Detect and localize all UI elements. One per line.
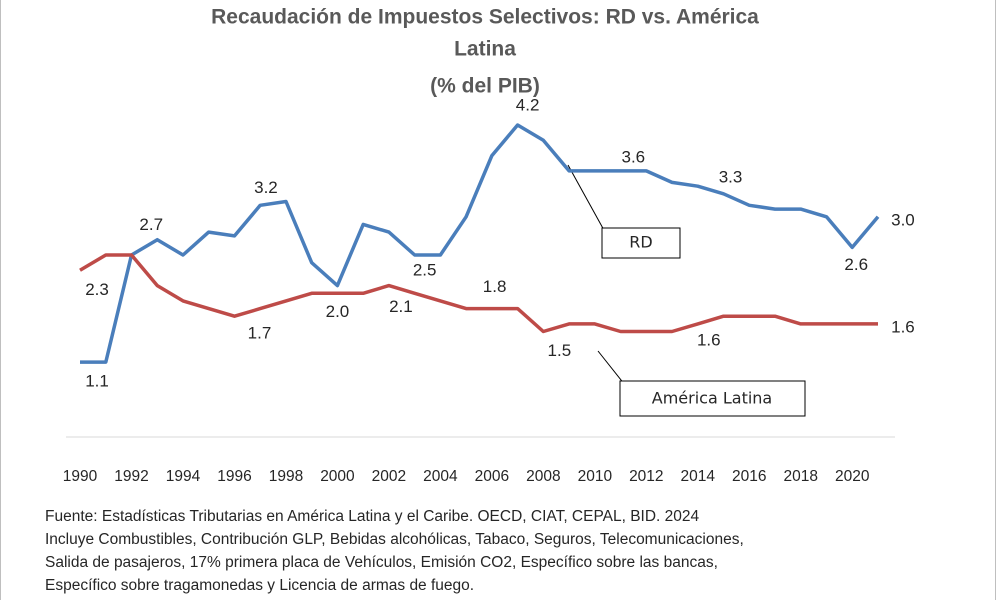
data-label: 3.3 [719,167,743,186]
footnote: Salida de pasajeros, 17% primera placa d… [45,554,718,571]
x-tick-label: 2020 [835,468,870,485]
data-label: 1.6 [697,330,721,349]
data-label: 3.0 [891,210,915,229]
data-label: 1.6 [891,317,915,336]
x-tick-label: 2004 [423,468,458,485]
data-label: 2.1 [389,297,413,316]
x-tick-label: 2018 [784,468,818,485]
x-tick-label: 1998 [269,468,303,485]
x-tick-label: 2008 [526,468,560,485]
data-label: 2.7 [139,215,163,234]
leader-line [567,164,606,233]
x-tick-label: 1990 [63,468,98,485]
series-line [80,123,880,364]
x-tick-label: 1996 [217,468,251,485]
x-tick-label: 1994 [166,468,201,485]
leader-line [597,350,626,386]
data-label: 3.2 [254,178,278,197]
data-label: 2.5 [413,261,437,280]
x-tick-label: 2012 [629,468,663,485]
data-label: 1.1 [85,372,109,391]
data-label: 3.6 [621,147,645,166]
chart-title: (% del PIB) [430,75,540,98]
x-tick-label: 2006 [475,468,509,485]
legend-label: América Latina [652,389,772,408]
x-tick-label: 2010 [578,468,613,485]
x-tick-label: 2014 [681,468,716,485]
data-label: 2.6 [844,255,868,274]
x-tick-label: 2002 [372,468,406,485]
data-label: 4.2 [516,95,540,114]
footnote: Incluye Combustibles, Contribución GLP, … [45,531,744,548]
data-label: 1.8 [483,277,507,296]
data-label: 1.7 [248,324,272,343]
x-tick-label: 2000 [320,468,355,485]
series-line [79,253,878,334]
x-tick-label: 2016 [732,468,766,485]
data-label: 2.3 [85,280,109,299]
chart-title: Recaudación de Impuestos Selectivos: RD … [211,6,759,29]
data-label: 2.0 [326,302,350,321]
footnote: Fuente: Estadísticas Tributarias en Amér… [45,508,700,525]
annotation-box [601,227,681,259]
legend-label: RD [629,233,652,252]
annotation-box [619,380,806,417]
chart-title: Latina [454,38,516,61]
data-label: 1.5 [548,341,572,360]
footnote: Específico sobre tragamonedas y Licencia… [45,577,474,594]
x-tick-label: 1992 [114,468,148,485]
